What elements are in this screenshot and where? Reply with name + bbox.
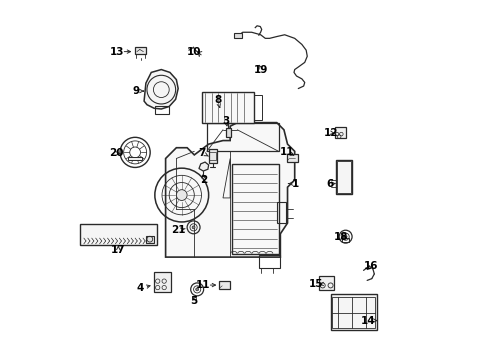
Bar [336,161,350,193]
Bar [332,297,375,328]
Text: 5: 5 [190,296,198,306]
Text: 20: 20 [109,148,123,158]
Text: 15: 15 [308,279,323,289]
Text: 12: 12 [323,128,337,138]
Bar [231,164,278,253]
Polygon shape [144,69,178,109]
Text: 10: 10 [186,46,201,57]
Bar [334,127,345,138]
Text: 17: 17 [111,245,125,255]
Bar [219,282,230,289]
Bar [80,225,156,245]
Bar [128,157,142,160]
Bar [254,95,262,120]
Text: 8: 8 [214,95,221,105]
Text: 3: 3 [222,116,229,126]
Bar [225,128,231,137]
Bar [286,154,297,162]
Text: 6: 6 [325,179,333,189]
Circle shape [195,288,198,291]
Text: 21: 21 [171,225,185,235]
Bar [209,152,215,160]
Text: 16: 16 [363,261,377,271]
Bar [319,276,333,291]
Polygon shape [199,162,208,171]
Text: 2: 2 [199,175,206,185]
Text: 4: 4 [137,283,144,293]
Bar [154,272,171,292]
Text: 19: 19 [253,64,267,75]
Circle shape [344,235,346,238]
Text: 7: 7 [198,148,205,158]
Circle shape [192,226,195,229]
Bar [155,107,169,114]
Bar [208,149,216,163]
Bar [330,294,376,330]
Text: 9: 9 [132,86,140,96]
Bar [202,92,254,123]
Bar [277,202,286,223]
Text: 18: 18 [333,232,348,242]
Bar [135,46,145,54]
Text: 11: 11 [279,147,293,157]
Polygon shape [165,123,294,257]
Text: 14: 14 [360,316,375,325]
Text: 11: 11 [196,280,210,290]
Text: 13: 13 [110,46,124,57]
Bar [341,238,348,242]
Bar [234,33,241,39]
Bar [145,235,153,243]
Bar [335,159,351,194]
Bar [206,123,278,151]
Bar [258,255,280,268]
Text: 1: 1 [291,179,299,189]
Circle shape [176,190,187,201]
